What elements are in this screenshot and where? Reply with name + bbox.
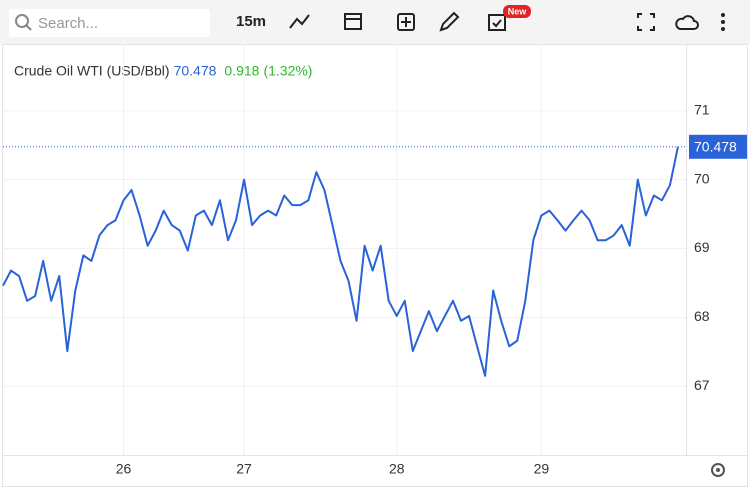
settings-icon[interactable] bbox=[711, 463, 725, 477]
x-tick-label: 28 bbox=[389, 461, 405, 477]
new-badge-text: New bbox=[508, 6, 528, 16]
search-placeholder[interactable]: Search... bbox=[38, 15, 98, 32]
events-icon[interactable] bbox=[488, 14, 506, 31]
x-tick-label: 27 bbox=[236, 461, 252, 477]
chart-type-icon[interactable] bbox=[289, 14, 310, 29]
y-tick-label: 71 bbox=[694, 102, 710, 118]
calendar-icon[interactable] bbox=[344, 13, 362, 30]
events-icon bbox=[492, 19, 502, 28]
fullscreen-icon[interactable] bbox=[637, 13, 655, 31]
last-price: 70.478 bbox=[174, 63, 217, 79]
y-tick-label: 67 bbox=[694, 377, 710, 393]
download-icon[interactable] bbox=[675, 15, 699, 30]
add-indicator-icon bbox=[401, 17, 411, 27]
search-box[interactable] bbox=[9, 9, 210, 37]
menu-icon[interactable] bbox=[721, 13, 725, 17]
y-tick-label: 68 bbox=[694, 308, 710, 324]
last-price-label: 70.478 bbox=[694, 138, 737, 154]
y-tick-label: 69 bbox=[694, 239, 710, 255]
add-indicator-icon[interactable] bbox=[397, 13, 415, 31]
draw-icon[interactable] bbox=[439, 11, 460, 32]
settings-icon bbox=[716, 468, 720, 472]
chart-title: Crude Oil WTI (USD/Bbl) bbox=[14, 63, 170, 79]
search-icon bbox=[15, 14, 29, 28]
chart-border bbox=[2, 44, 748, 487]
new-badge bbox=[503, 5, 531, 18]
price-change: 0.918 bbox=[224, 63, 259, 79]
price-line bbox=[2, 146, 679, 377]
price-change-pct: (1.32%) bbox=[263, 63, 312, 79]
search-icon bbox=[25, 24, 32, 31]
x-tick-label: 26 bbox=[116, 461, 132, 477]
menu-icon bbox=[721, 20, 725, 24]
interval-button[interactable]: 15m bbox=[236, 13, 266, 30]
settings-icon bbox=[711, 463, 725, 477]
y-tick-label: 70 bbox=[694, 170, 710, 186]
x-tick-label: 29 bbox=[534, 461, 550, 477]
menu-icon bbox=[721, 27, 725, 31]
last-price-box bbox=[689, 134, 747, 159]
